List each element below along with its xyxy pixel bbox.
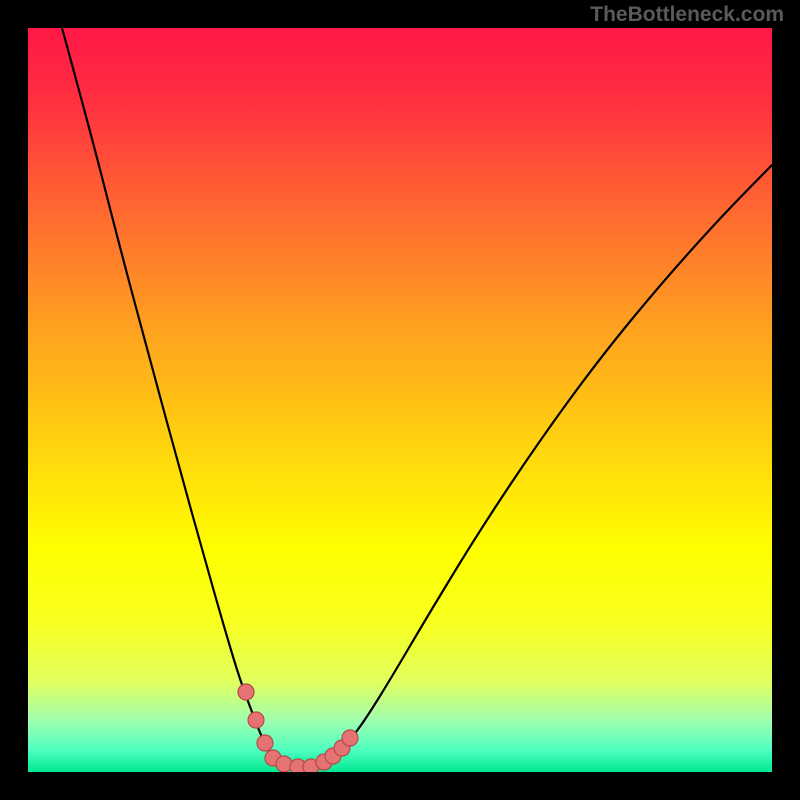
chart-container: TheBottleneck.com — [0, 0, 800, 800]
gradient-background — [28, 28, 772, 772]
plot-area — [28, 28, 772, 772]
watermark-text: TheBottleneck.com — [590, 3, 784, 27]
